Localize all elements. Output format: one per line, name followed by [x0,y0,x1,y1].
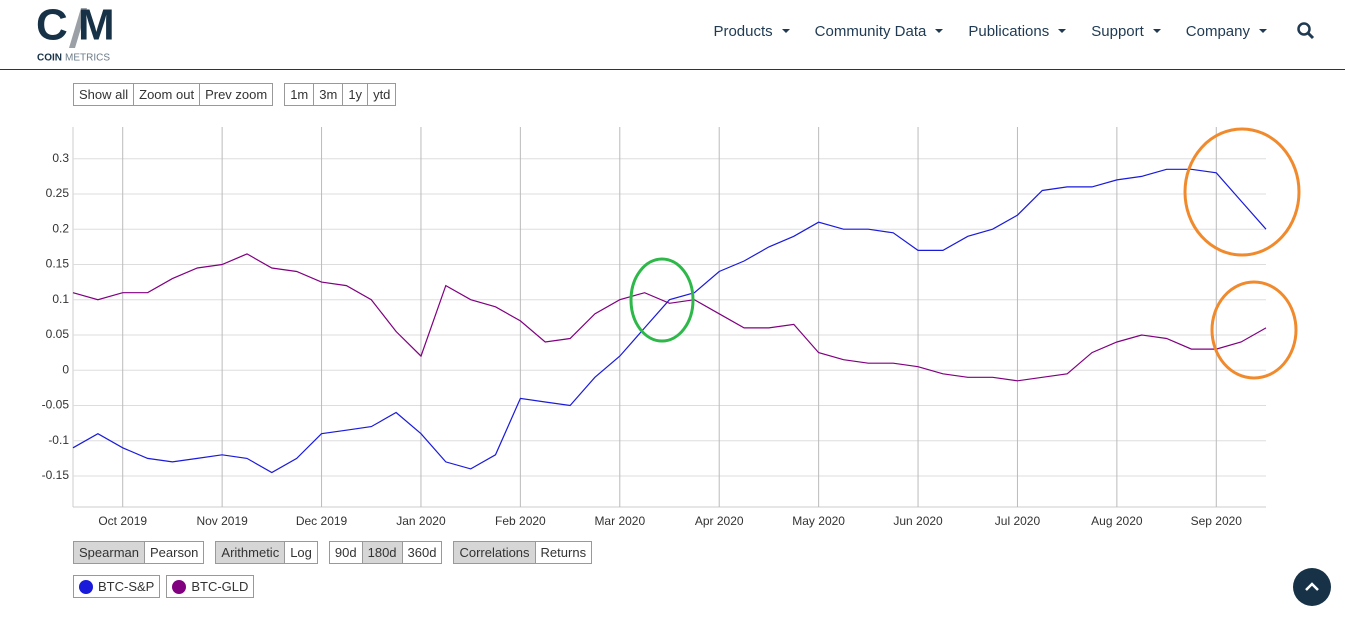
nav-item[interactable]: Company [1186,23,1267,40]
x-tick-label: May 2020 [792,514,845,528]
button-group: 1m 3m 1y ytd [284,83,397,106]
button[interactable]: Returns [534,542,592,563]
brand-bold: COIN [37,53,62,64]
brand-light: METRICS [65,53,110,64]
x-tick-label: Nov 2019 [196,514,248,528]
x-tick-label: Sep 2020 [1191,514,1243,528]
y-tick-label: 0.2 [52,221,69,235]
nav-label: Support [1091,22,1144,40]
series-line [72,168,1267,474]
x-tick-label: Apr 2020 [695,514,744,528]
x-tick-label: Mar 2020 [594,514,645,528]
x-tick-label: Dec 2019 [296,514,348,528]
logo-slash [69,8,87,48]
y-tick-label: -0.05 [42,398,70,412]
x-tick-label: Jan 2020 [396,514,446,528]
legend-label: BTC-S&P [98,579,155,594]
nav-item[interactable]: Community Data [815,23,944,40]
button-group: Show all Zoom out Prev zoom [73,83,274,106]
caret [935,29,944,33]
legend: BTC-S&P BTC-GLD [73,575,260,598]
chevron-up [1305,582,1319,591]
nav-item[interactable]: Support [1091,23,1161,40]
logo-mark: C M COIN METRICS [36,1,115,64]
y-tick-label: 0.3 [52,151,69,165]
x-tick-label: Oct 2019 [98,514,147,528]
button-group: Arithmetic Log [215,541,318,564]
zoom-toolbar: Show all Zoom out Prev zoom 1m 3m 1y ytd [73,83,407,106]
caret [1152,29,1161,33]
button[interactable]: 3m [313,84,343,105]
logo-letter: C [36,4,68,50]
y-tick-label: 0.1 [52,292,69,306]
button[interactable]: Correlations [454,542,535,563]
button-group: 90d 180d 360d [328,541,443,564]
caret [1259,29,1267,33]
nav-label: Products [713,22,773,40]
legend-swatch [172,579,187,594]
nav-label: Publications [968,22,1050,40]
highlight-circle [629,257,695,343]
x-tick-label: Aug 2020 [1091,514,1143,528]
nav: Products Community Data Publications Suppor… [688,22,1315,40]
button[interactable]: 1y [342,84,368,105]
button[interactable]: Log [284,542,317,563]
y-tick-label: -0.1 [48,433,69,447]
caret [781,29,790,33]
y-tick-label: 0.05 [46,327,70,341]
nav-label: Community Data [814,22,927,40]
y-tick-label: -0.15 [42,468,70,482]
logo[interactable]: C M COIN METRICS [36,1,116,64]
legend-label: BTC-GLD [191,579,249,594]
y-tick-label: 0.15 [46,257,70,271]
legend-swatch [79,579,93,594]
series-line [72,253,1267,382]
x-tick-label: Feb 2020 [495,514,546,528]
button[interactable]: Show all [74,84,134,105]
button-group: Correlations Returns [453,541,593,564]
nav-item[interactable]: Publications [968,22,1067,40]
button[interactable]: Prev zoom [199,84,273,105]
button[interactable]: 180d [361,542,402,563]
legend-item[interactable]: BTC-S&P [73,575,161,598]
button[interactable]: Zoom out [133,84,200,105]
legend-item[interactable]: BTC-GLD [166,575,255,598]
caret [1058,29,1067,33]
highlight-circle [1210,280,1298,380]
search-icon[interactable] [1297,22,1315,40]
button[interactable]: Spearman [74,542,144,563]
scroll-top-circle[interactable] [1293,568,1331,606]
header: C M COIN METRICS Products Community Data P… [0,0,1345,70]
button[interactable]: 360d [401,542,442,563]
scroll-top-button[interactable] [1293,568,1331,606]
button[interactable]: 90d [329,542,362,563]
option-toolbar: Spearman Pearson Arithmetic Log 90d 180d 360d C… [73,541,603,564]
logo-letter: M [78,4,115,50]
plot: -0.15 -0.1 -0.05 0 0.05 0.1 0.15 0.2 0.25 0.3 Oct … [42,127,1267,528]
button[interactable]: ytd [367,84,396,105]
x-tick-label: Jul 2020 [995,514,1041,528]
highlight-circle [1183,127,1301,257]
y-tick-label: 0 [62,362,69,376]
nav-label: Company [1185,22,1250,40]
button-group: Spearman Pearson [73,541,205,564]
button[interactable]: 1m [285,84,314,105]
y-tick-label: 0.25 [46,186,70,200]
button[interactable]: Arithmetic [216,542,285,563]
x-tick-label: Jun 2020 [893,514,943,528]
nav-item[interactable]: Products [713,22,790,40]
button[interactable]: Pearson [143,542,204,563]
